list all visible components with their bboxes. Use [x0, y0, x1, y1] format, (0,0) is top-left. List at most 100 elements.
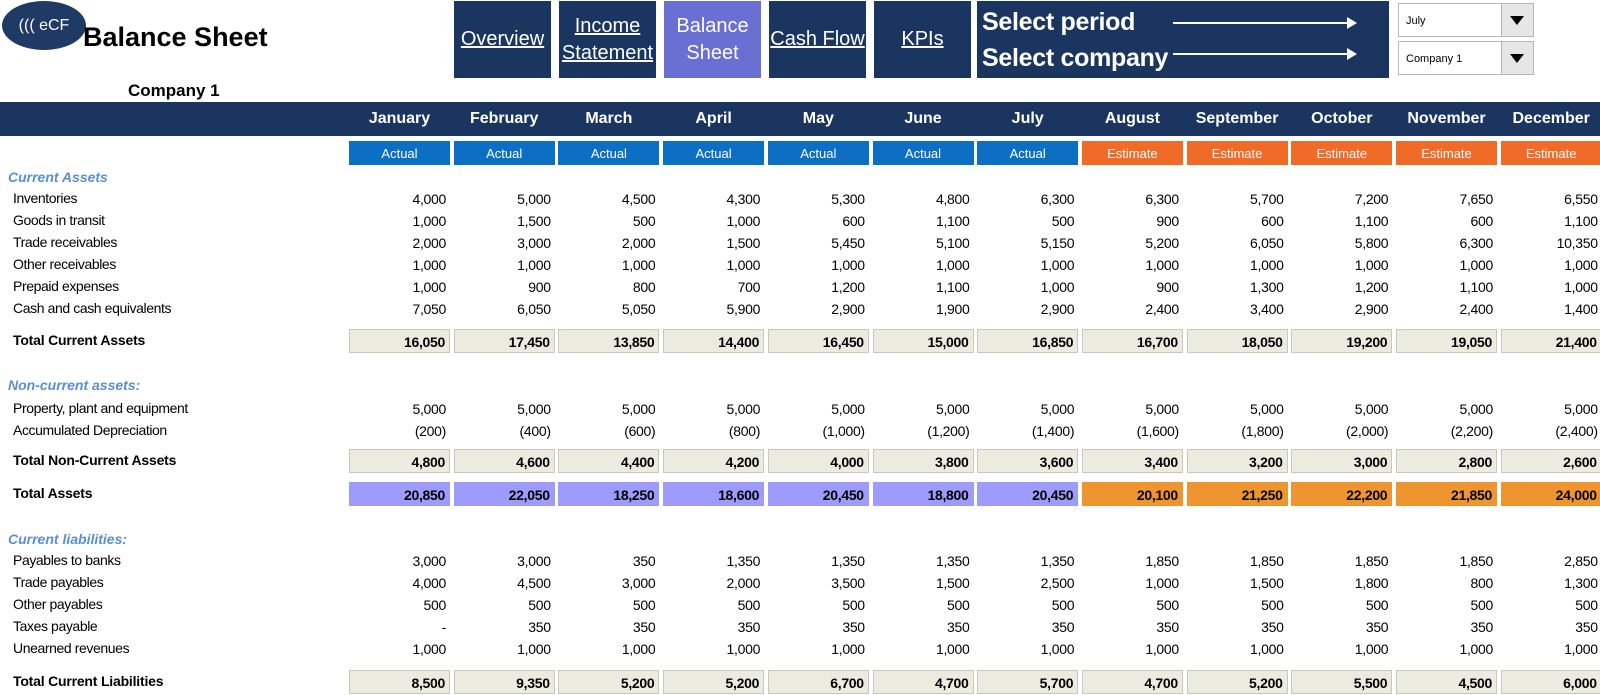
value-cell[interactable]: 4,000: [412, 575, 446, 591]
value-cell[interactable]: 2,400: [1145, 301, 1179, 317]
value-cell[interactable]: 1,000: [831, 641, 865, 657]
value-cell[interactable]: 1,850: [1145, 553, 1179, 569]
value-cell[interactable]: 350: [632, 619, 656, 635]
total-cell[interactable]: 19,050: [1396, 329, 1497, 353]
value-cell[interactable]: 1,350: [726, 553, 761, 569]
value-cell[interactable]: 1,850: [1354, 553, 1389, 569]
total-cell[interactable]: 24,000: [1500, 482, 1600, 506]
total-cell[interactable]: 15,000: [872, 329, 974, 353]
nav-overview-button[interactable]: Overview: [454, 1, 551, 78]
total-cell[interactable]: 3,200: [1186, 449, 1288, 473]
value-cell[interactable]: 350: [1156, 619, 1179, 635]
total-cell[interactable]: 21,850: [1396, 482, 1497, 506]
total-cell[interactable]: 5,200: [1186, 670, 1288, 694]
value-cell[interactable]: 350: [1575, 619, 1598, 635]
value-cell[interactable]: 1,850: [1459, 553, 1493, 569]
value-cell[interactable]: 1,000: [726, 213, 761, 229]
value-cell[interactable]: 5,300: [831, 191, 865, 207]
value-cell[interactable]: 1,000: [1250, 257, 1284, 273]
value-cell[interactable]: 1,350: [1040, 553, 1075, 569]
total-cell[interactable]: 21,250: [1186, 482, 1288, 506]
total-cell[interactable]: 19,200: [1291, 329, 1393, 353]
value-cell[interactable]: 500: [1051, 597, 1075, 613]
total-cell[interactable]: 18,250: [558, 482, 660, 506]
chevron-down-icon[interactable]: [1501, 4, 1533, 36]
value-cell[interactable]: 900: [1156, 213, 1179, 229]
value-cell[interactable]: 1,000: [412, 641, 446, 657]
value-cell[interactable]: 7,650: [1459, 191, 1493, 207]
value-cell[interactable]: 6,300: [1459, 235, 1493, 251]
value-cell[interactable]: 4,000: [412, 191, 446, 207]
value-cell[interactable]: 5,000: [1250, 401, 1284, 417]
value-cell[interactable]: 3,000: [517, 553, 551, 569]
value-cell[interactable]: 2,000: [726, 575, 761, 591]
value-cell[interactable]: 1,100: [935, 213, 970, 229]
value-cell[interactable]: 500: [1575, 597, 1598, 613]
value-cell[interactable]: 5,450: [831, 235, 865, 251]
value-cell[interactable]: 1,000: [1354, 257, 1389, 273]
value-cell[interactable]: (1,400): [1031, 423, 1075, 439]
value-cell[interactable]: 2,000: [412, 235, 446, 251]
value-cell[interactable]: (1,200): [927, 423, 970, 439]
value-cell[interactable]: 1,500: [517, 213, 551, 229]
total-cell[interactable]: 16,850: [977, 329, 1079, 353]
value-cell[interactable]: 5,000: [1354, 401, 1389, 417]
value-cell[interactable]: 4,300: [726, 191, 761, 207]
value-cell[interactable]: 1,200: [831, 279, 865, 295]
value-cell[interactable]: 1,000: [1145, 641, 1179, 657]
nav-kpis-button[interactable]: KPIs: [874, 1, 971, 78]
value-cell[interactable]: (2,000): [1346, 423, 1389, 439]
value-cell[interactable]: (2,400): [1555, 423, 1598, 439]
value-cell[interactable]: 500: [1156, 597, 1179, 613]
value-cell[interactable]: 1,000: [726, 257, 761, 273]
total-cell[interactable]: 22,200: [1291, 482, 1393, 506]
value-cell[interactable]: 500: [737, 597, 761, 613]
value-cell[interactable]: 900: [1156, 279, 1179, 295]
value-cell[interactable]: 800: [632, 279, 656, 295]
value-cell[interactable]: 2,900: [1354, 301, 1389, 317]
value-cell[interactable]: 5,050: [621, 301, 656, 317]
total-cell[interactable]: 20,100: [1081, 482, 1183, 506]
value-cell[interactable]: 6,550: [1564, 191, 1598, 207]
value-cell[interactable]: 1,400: [1564, 301, 1598, 317]
value-cell[interactable]: 1,350: [831, 553, 865, 569]
total-cell[interactable]: 4,400: [558, 449, 660, 473]
value-cell[interactable]: 5,800: [1354, 235, 1389, 251]
value-cell[interactable]: 1,000: [1354, 641, 1389, 657]
value-cell[interactable]: 1,500: [935, 575, 970, 591]
value-cell[interactable]: 4,500: [621, 191, 656, 207]
value-cell[interactable]: 5,700: [1250, 191, 1284, 207]
value-cell[interactable]: 1,500: [726, 235, 761, 251]
value-cell[interactable]: 350: [842, 619, 865, 635]
value-cell[interactable]: (800): [728, 423, 761, 439]
value-cell[interactable]: 2,500: [1040, 575, 1075, 591]
value-cell[interactable]: 5,000: [517, 191, 551, 207]
value-cell[interactable]: 1,100: [1354, 213, 1389, 229]
total-cell[interactable]: 4,800: [349, 449, 450, 473]
value-cell[interactable]: 500: [1051, 213, 1075, 229]
value-cell[interactable]: 1,300: [1564, 575, 1598, 591]
value-cell[interactable]: 5,000: [1564, 401, 1598, 417]
value-cell[interactable]: 4,800: [935, 191, 970, 207]
value-cell[interactable]: 350: [1470, 619, 1494, 635]
total-cell[interactable]: 5,500: [1291, 670, 1393, 694]
value-cell[interactable]: 350: [737, 619, 761, 635]
total-cell[interactable]: 4,700: [872, 670, 974, 694]
value-cell[interactable]: 5,000: [831, 401, 865, 417]
total-cell[interactable]: 5,700: [977, 670, 1079, 694]
value-cell[interactable]: 1,000: [935, 257, 970, 273]
nav-cash-flow-button[interactable]: Cash Flow: [769, 1, 866, 78]
value-cell[interactable]: 500: [842, 597, 865, 613]
value-cell[interactable]: 1,000: [1040, 279, 1075, 295]
total-cell[interactable]: 2,800: [1396, 449, 1497, 473]
value-cell[interactable]: 350: [947, 619, 970, 635]
value-cell[interactable]: 350: [1365, 619, 1389, 635]
total-cell[interactable]: 14,400: [663, 329, 765, 353]
value-cell[interactable]: 1,500: [1250, 575, 1284, 591]
value-cell[interactable]: 500: [632, 213, 656, 229]
total-cell[interactable]: 20,450: [977, 482, 1079, 506]
period-dropdown[interactable]: July: [1398, 3, 1534, 37]
value-cell[interactable]: 1,000: [412, 213, 446, 229]
value-cell[interactable]: 6,300: [1145, 191, 1179, 207]
value-cell[interactable]: 1,000: [1040, 257, 1075, 273]
